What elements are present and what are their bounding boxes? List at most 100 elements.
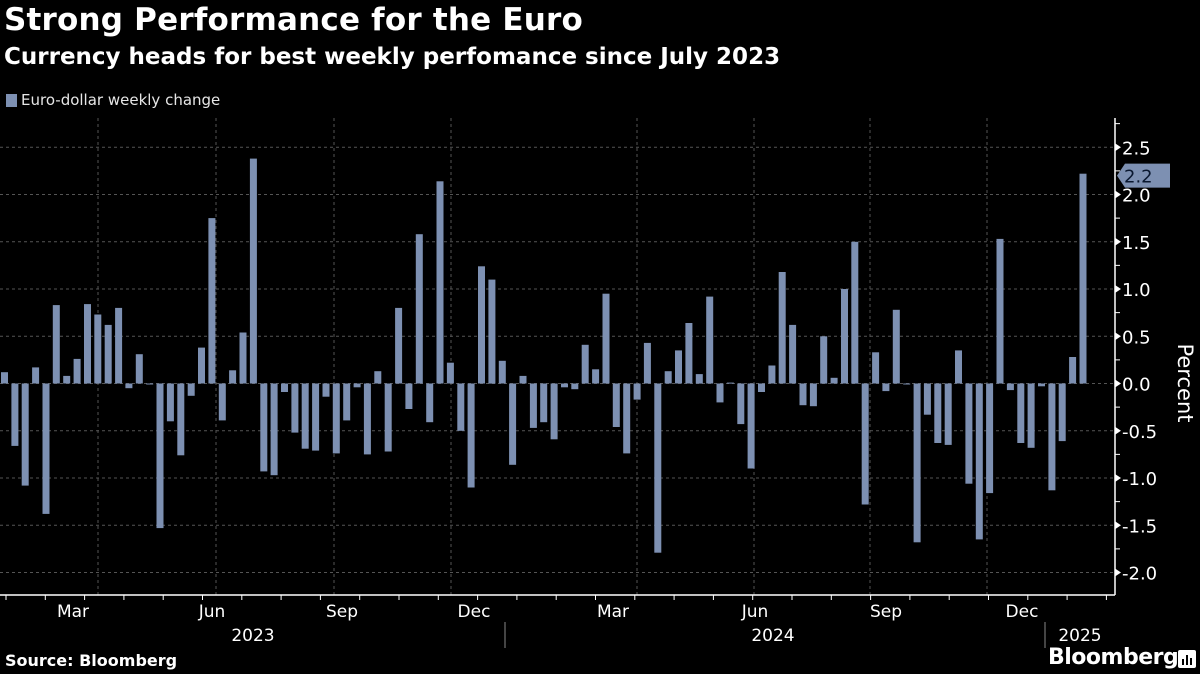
- bar: [498, 360, 506, 384]
- y-tick-mark: [1115, 285, 1121, 293]
- y-tick-label: -1.0: [1122, 469, 1157, 490]
- bar: [664, 371, 672, 384]
- x-year-label: 2023: [231, 626, 274, 646]
- legend: Euro-dollar weekly change: [6, 91, 220, 109]
- grid: [0, 118, 1115, 595]
- bar: [270, 383, 278, 476]
- bar: [841, 289, 848, 384]
- x-year-label: 2025: [1058, 626, 1101, 646]
- bar: [146, 383, 154, 385]
- bar: [903, 383, 911, 385]
- legend-label: Euro-dollar weekly change: [21, 91, 221, 109]
- bar: [42, 383, 50, 514]
- bar: [1017, 383, 1025, 443]
- bar: [218, 383, 226, 421]
- bar: [239, 332, 247, 384]
- bar: [84, 304, 91, 384]
- y-tick-mark: [1115, 521, 1121, 530]
- x-month-label: Sep: [870, 602, 902, 622]
- bar: [177, 383, 185, 456]
- bar: [208, 218, 216, 384]
- bar: [21, 383, 29, 486]
- bar: [1027, 383, 1035, 448]
- y-tick-mark: [1115, 426, 1121, 435]
- x-month-label: Mar: [57, 602, 89, 622]
- bar: [301, 383, 309, 449]
- y-tick-label: 1.5: [1122, 233, 1151, 254]
- bar: [944, 383, 952, 445]
- bar: [675, 350, 682, 384]
- bar: [1058, 383, 1066, 442]
- bar: [1038, 383, 1045, 387]
- bar: [457, 383, 465, 431]
- bar: [934, 383, 942, 443]
- bar: [913, 383, 921, 543]
- x-month-label: Sep: [326, 602, 358, 622]
- bar: [94, 314, 102, 384]
- last-value-callout: [1117, 163, 1170, 188]
- y-tick-mark: [1115, 332, 1121, 341]
- bar: [405, 383, 413, 409]
- bar: [135, 354, 143, 384]
- bar: [509, 383, 517, 465]
- bar: [643, 342, 651, 384]
- source-note: Source: Bloomberg: [5, 651, 178, 670]
- axes: 2.5 2.0 1.5 1.0 0.5 0.0 -0.5 -1.0 -1.5 -2.0 Mar Jun…: [0, 118, 1197, 648]
- bar: [612, 383, 620, 427]
- bar: [716, 383, 724, 403]
- chart-title: Strong Performance for the Euro: [4, 2, 583, 38]
- bar: [892, 309, 900, 384]
- y-tick-mark: [1115, 379, 1121, 388]
- bar: [395, 307, 403, 384]
- bar: [882, 383, 890, 392]
- bar: [726, 382, 734, 384]
- bar: [291, 383, 299, 433]
- x-month-label: Mar: [597, 602, 629, 622]
- bar: [115, 307, 123, 384]
- bloomberg-logo: Bloomberg: [1048, 645, 1179, 670]
- chart-icon: [1178, 650, 1196, 668]
- legend-swatch: [6, 93, 17, 107]
- x-month-label: Jun: [198, 602, 226, 622]
- bar: [63, 375, 71, 384]
- bar: [1069, 357, 1077, 384]
- bar: [778, 272, 786, 384]
- bar: [996, 238, 1004, 384]
- y-tick-label: 0.0: [1122, 375, 1151, 396]
- y-tick-label: 1.0: [1122, 280, 1151, 301]
- bar: [623, 383, 631, 454]
- bar: [374, 371, 382, 384]
- bar: [519, 375, 527, 384]
- bars: [1, 158, 1087, 553]
- bar: [758, 383, 765, 392]
- bar: [198, 347, 205, 384]
- bar: [1079, 173, 1087, 384]
- bar: [592, 369, 600, 384]
- bar: [488, 279, 496, 384]
- bar: [529, 383, 537, 428]
- x-year-label: 2024: [751, 626, 794, 646]
- x-month-label: Dec: [1006, 602, 1039, 622]
- y-tick-label: 2.5: [1122, 138, 1151, 159]
- bar: [602, 293, 610, 384]
- bar: [363, 383, 371, 455]
- bar: [436, 181, 444, 384]
- bar: [633, 383, 641, 400]
- bar: [467, 383, 475, 488]
- bar: [446, 362, 454, 384]
- bar: [737, 383, 745, 425]
- bar: [706, 296, 714, 384]
- bar: [104, 324, 112, 384]
- bar: [747, 383, 755, 469]
- y-axis-title: Percent: [1173, 343, 1197, 422]
- bar: [571, 383, 579, 390]
- bar: [1048, 383, 1056, 491]
- x-month-label: Dec: [458, 602, 491, 622]
- bar: [789, 324, 797, 384]
- bar: [415, 234, 423, 384]
- last-value-label: 2.2: [1124, 167, 1153, 188]
- bar: [685, 323, 693, 384]
- bar: [166, 383, 174, 422]
- bar: [861, 383, 869, 505]
